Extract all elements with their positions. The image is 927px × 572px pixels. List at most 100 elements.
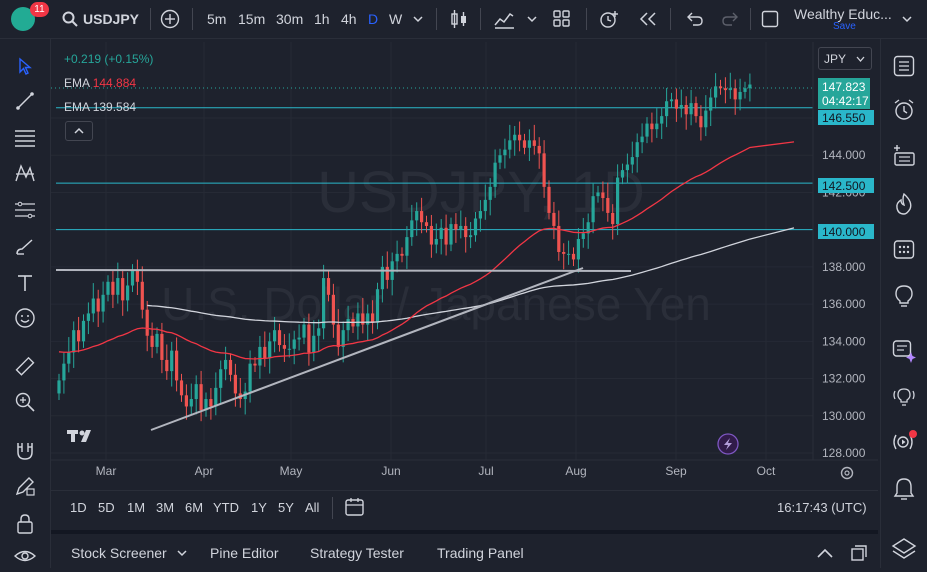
tf-5m[interactable]: 5m [207,11,227,27]
indicators-dropdown[interactable] [527,0,537,38]
magnet-tool[interactable] [12,438,38,464]
candle-body [650,123,654,130]
icon-tool[interactable] [12,305,38,331]
currency-selector[interactable]: JPY [818,47,872,70]
compare-button[interactable] [160,0,180,38]
tab-trading-panel[interactable]: Trading Panel [437,545,524,561]
clock-timezone[interactable]: 16:17:43 (UTC) [777,499,867,515]
candle-body [508,140,512,150]
redo-button[interactable] [722,0,740,38]
chart-type-button[interactable] [450,0,468,38]
candle-body [248,363,252,392]
range-all[interactable]: All [305,499,320,515]
candle-body [258,346,262,366]
ideas-button[interactable] [891,283,917,309]
ema1-legend[interactable]: EMA 144.884 [64,76,136,90]
cursor-tool[interactable] [12,53,38,79]
range-1y[interactable]: 1Y [251,499,267,515]
maximize-panel-button[interactable] [850,538,868,568]
hotlists-button[interactable] [891,191,917,217]
alarm-clock-icon [894,99,914,120]
zoom-tool[interactable] [12,389,38,415]
candle-body [121,278,125,301]
candle-body [513,134,517,141]
undo-button[interactable] [685,0,703,38]
range-1d[interactable]: 1D [70,499,87,515]
level-label-146550[interactable]: 146.550 [818,110,874,125]
candle-body [228,359,233,375]
candle-body [336,324,340,347]
tf-15m[interactable]: 15m [238,11,266,27]
chats-button[interactable] [891,338,917,364]
pattern-tool[interactable] [12,160,38,186]
tf-1d[interactable]: D [368,11,379,27]
tab-stock-screener[interactable]: Stock Screener [71,545,167,561]
layouts-button[interactable] [552,0,572,38]
candle-body [709,97,713,111]
save-link[interactable]: Save [833,21,856,32]
measure-tool[interactable] [12,354,38,380]
text-tool[interactable] [12,270,38,296]
streams-button[interactable] [891,429,917,455]
stock-screener-dropdown[interactable] [177,538,187,568]
symbol-search[interactable]: USDJPY [62,0,139,38]
level-label-142500[interactable]: 142.500 [818,178,874,193]
layout-name[interactable]: Wealthy Educ... [794,6,892,22]
tf-30m[interactable]: 30m [276,11,304,27]
horizontal-lines-icon [15,130,35,147]
tf-4h[interactable]: 4h [341,11,357,27]
candle-body [375,289,380,323]
pencil-lock-icon [15,477,35,496]
fullscreen-button[interactable] [761,0,779,38]
range-6m[interactable]: 6M [185,499,204,515]
object-tree-button[interactable] [891,143,917,169]
watchlist-button[interactable] [891,53,917,79]
tf-1w[interactable]: W [389,11,403,27]
timeframe-dropdown[interactable] [413,0,423,38]
indicators-button[interactable] [493,0,515,38]
forecast-tool[interactable] [12,197,38,223]
range-ytd[interactable]: YTD [213,499,239,515]
collapse-legend-button[interactable] [65,121,93,141]
range-1m[interactable]: 1M [127,499,146,515]
help-layers-button[interactable] [891,536,917,562]
tab-pine-editor[interactable]: Pine Editor [210,545,279,561]
month-tick-label: Apr [195,464,214,478]
price-chart-svg[interactable]: USDJPY, 1D U.S. Dollar / Japanese Yen 14… [51,42,878,487]
tab-strategy-tester[interactable]: Strategy Tester [310,545,404,561]
hide-drawings-tool[interactable] [12,543,38,569]
range-5d[interactable]: 5D [98,499,115,515]
square-icon [761,10,779,28]
chart-pane[interactable]: USDJPY, 1D U.S. Dollar / Japanese Yen 14… [51,42,878,487]
tradingview-logo-icon[interactable] [67,430,91,442]
range-3m[interactable]: 3M [156,499,175,515]
ema2-legend[interactable]: EMA 139.584 [64,100,136,114]
goto-date-button[interactable] [344,491,366,523]
lightning-icon[interactable] [717,433,739,455]
trend-line-tool[interactable] [12,88,38,114]
candle-body [464,225,468,238]
candle-body [135,270,139,282]
candles-icon [451,10,466,28]
drawn-trendline[interactable] [150,267,584,431]
alerts-button[interactable] [891,97,917,123]
grid-layout-icon [553,10,570,27]
drawn-resistance-line[interactable] [55,269,632,272]
range-5y[interactable]: 5Y [278,499,294,515]
tips-button[interactable] [891,384,917,410]
layout-dropdown[interactable] [902,0,912,38]
fib-tool[interactable] [12,125,38,151]
candle-body [155,333,159,347]
settings-gear-icon[interactable] [840,466,854,480]
candle-body [175,350,179,381]
stay-drawing-tool[interactable] [12,473,38,499]
calendar-button[interactable] [891,236,917,262]
brush-tool[interactable] [12,234,38,260]
tf-1h[interactable]: 1h [314,11,330,27]
lock-drawings-tool[interactable] [12,511,38,537]
alert-button[interactable] [598,0,620,38]
notifications-button[interactable] [891,476,917,502]
level-label-140000[interactable]: 140.000 [818,224,874,239]
replay-button[interactable] [638,0,658,38]
expand-panel-button[interactable] [816,538,834,568]
